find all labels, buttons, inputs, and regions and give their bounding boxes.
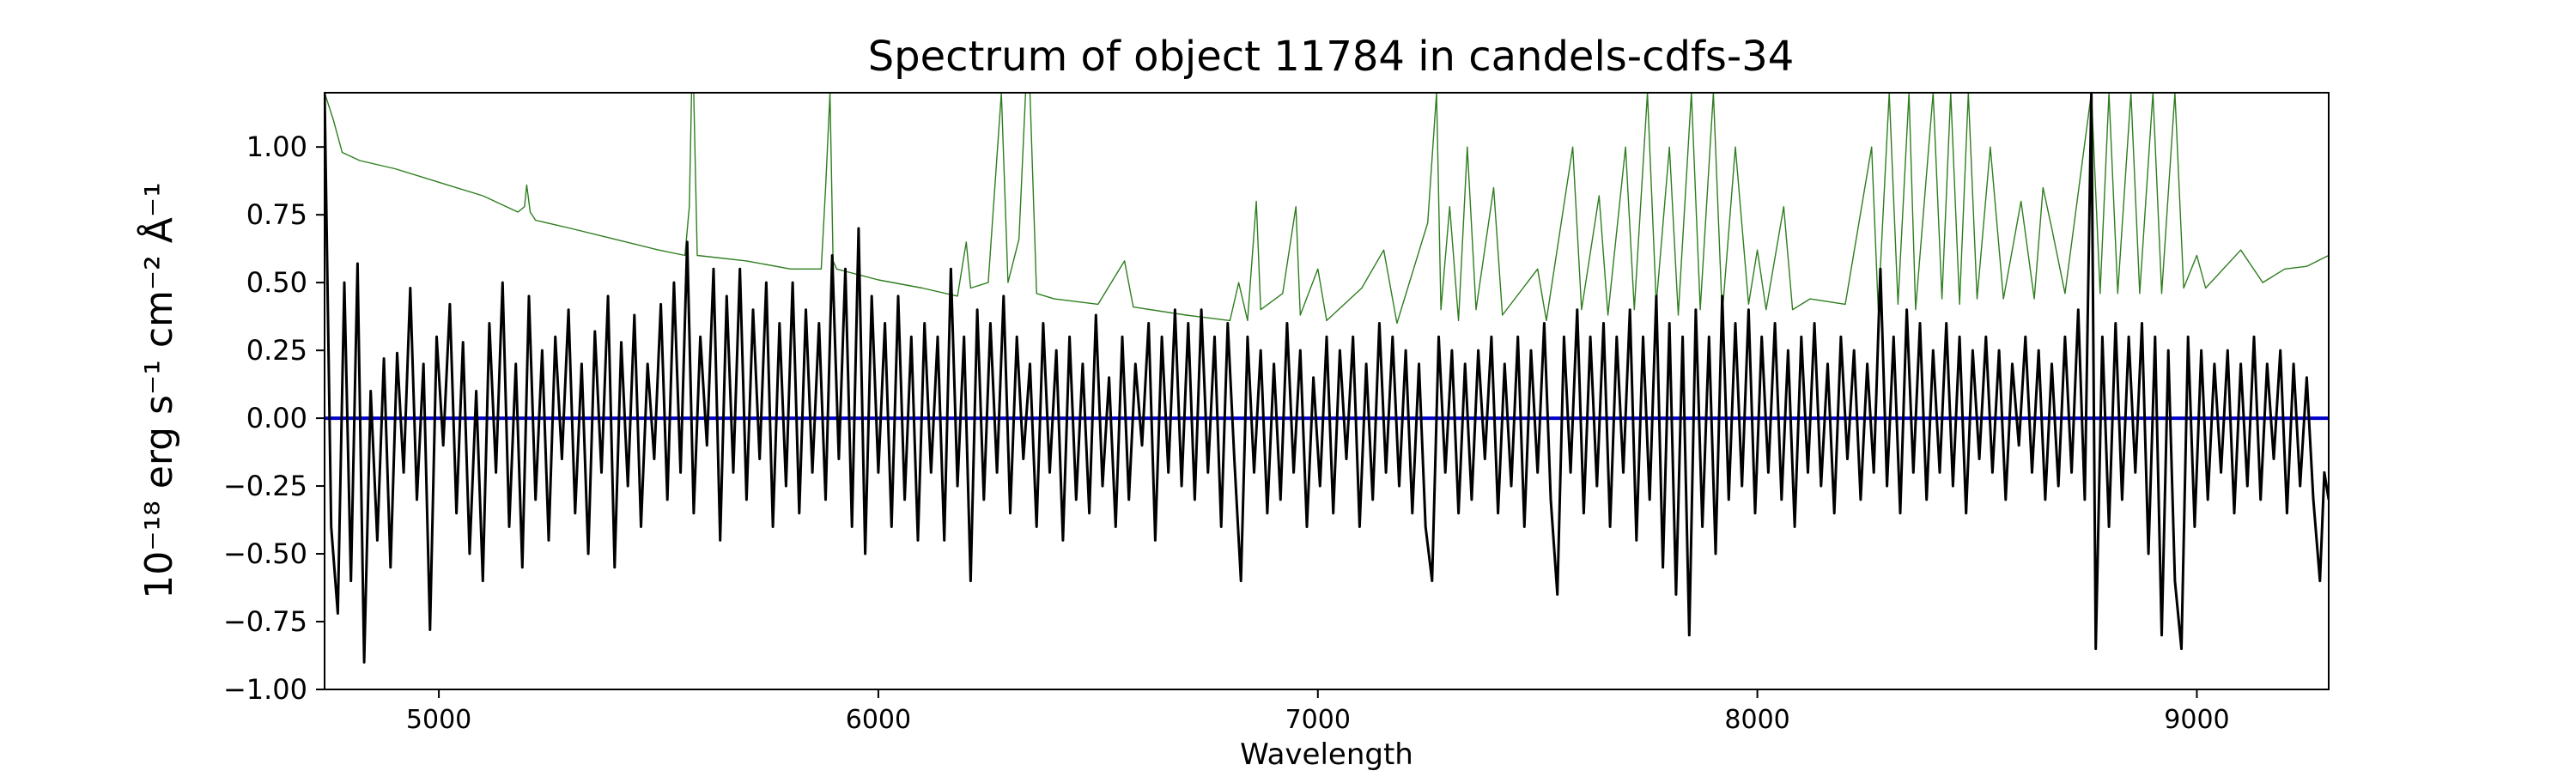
x-tick-label: 9000 <box>2164 705 2229 735</box>
y-axis-ticks: −1.00 −0.75 −0.50 −0.25 0.00 0.25 0.50 0.75 1.00 <box>223 131 325 706</box>
y-tick-label: 0.50 <box>246 266 307 299</box>
series-layer <box>325 93 2329 664</box>
y-tick-label: −0.25 <box>223 470 307 502</box>
y-tick-label: −0.50 <box>223 537 307 570</box>
y-tick-label: 0.00 <box>246 402 307 434</box>
x-axis-label: Wavelength <box>1240 738 1413 772</box>
x-tick-label: 8000 <box>1724 705 1789 735</box>
chart-title: Spectrum of object 11784 in candels-cdfs… <box>868 33 1795 81</box>
y-tick-label: 1.00 <box>246 131 307 163</box>
x-tick-label: 6000 <box>846 705 911 735</box>
plot-frame <box>324 92 2330 690</box>
y-tick-label: 0.25 <box>246 334 307 367</box>
series-line-2 <box>325 93 2329 664</box>
x-axis-ticks: 5000 6000 7000 8000 9000 <box>406 689 2230 735</box>
y-axis-label: 10⁻¹⁸ erg s⁻¹ cm⁻² Å⁻¹ <box>136 182 181 598</box>
y-tick-label: 0.75 <box>246 198 307 231</box>
y-tick-label: −1.00 <box>223 673 307 706</box>
x-tick-label: 5000 <box>406 705 471 735</box>
y-tick-label: −0.75 <box>223 605 307 638</box>
series-line-0 <box>325 93 2329 325</box>
x-tick-label: 7000 <box>1285 705 1351 735</box>
